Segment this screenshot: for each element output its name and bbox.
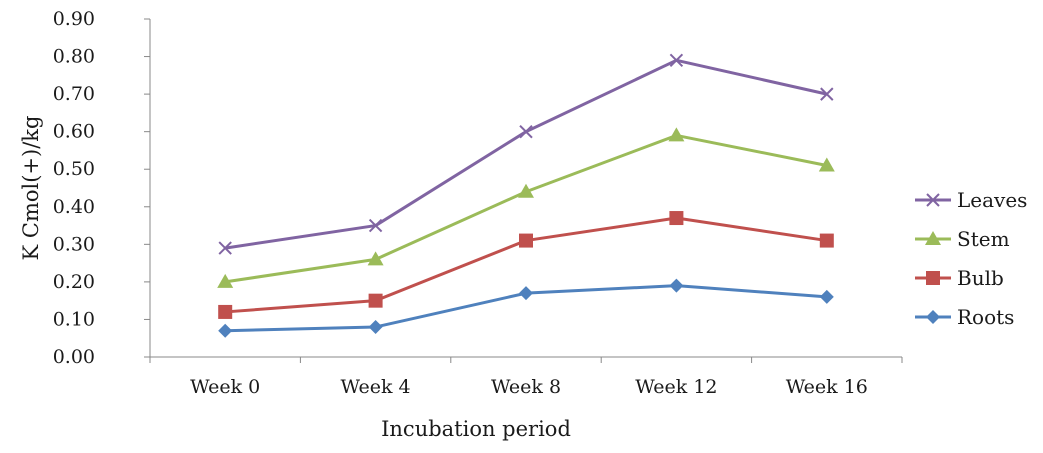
y-tick-label: 0.90 xyxy=(53,8,95,30)
data-point-stem xyxy=(518,183,534,198)
x-tick-label: Week 16 xyxy=(786,376,868,398)
y-tick-label: 0.30 xyxy=(53,233,95,255)
x-tick-label: Week 12 xyxy=(635,376,717,398)
y-tick-label: 0.60 xyxy=(53,121,95,143)
y-tick-label: 0.40 xyxy=(53,196,95,218)
series-stem xyxy=(217,127,835,288)
series-roots xyxy=(218,278,834,338)
data-point-stem xyxy=(367,251,384,266)
x-tick-label: Week 8 xyxy=(491,376,561,398)
x-tick-label: Week 0 xyxy=(190,376,260,398)
legend-item-roots: Roots xyxy=(915,305,1014,329)
data-point-bulb xyxy=(669,211,684,226)
data-point-leaves xyxy=(368,218,383,233)
data-point-roots xyxy=(819,289,834,304)
x-axis-title: Incubation period xyxy=(381,417,571,441)
data-point-leaves xyxy=(669,53,684,68)
y-ticks: 0.00 0.10 0.20 0.30 0.40 0.50 0.60 0.70 0.80 0.90 xyxy=(53,8,150,368)
data-point-bulb xyxy=(368,293,383,308)
legend-label-bulb: Bulb xyxy=(957,266,1004,290)
series-line-stem xyxy=(224,133,828,284)
data-point-roots xyxy=(519,286,533,301)
y-tick-label: 0.80 xyxy=(53,46,95,68)
y-tick-label: 0.00 xyxy=(53,346,95,368)
legend-item-bulb: Bulb xyxy=(915,266,1004,290)
x-tick-label: Week 4 xyxy=(341,376,411,398)
data-point-stem xyxy=(217,273,234,288)
series-leaves xyxy=(218,53,834,255)
legend-marker-leaves xyxy=(926,193,940,207)
series-layer xyxy=(217,53,835,338)
y-tick-label: 0.50 xyxy=(53,158,95,180)
legend-label-stem: Stem xyxy=(957,227,1010,251)
legend-label-leaves: Leaves xyxy=(957,188,1027,212)
data-point-stem xyxy=(818,157,835,172)
data-point-roots xyxy=(669,278,684,293)
legend-marker-bulb xyxy=(926,271,940,285)
legend-item-stem: Stem xyxy=(915,227,1010,251)
data-point-bulb xyxy=(819,233,834,248)
axes xyxy=(149,19,902,358)
data-point-stem xyxy=(668,127,685,142)
data-point-bulb xyxy=(519,233,533,248)
legend-item-leaves: Leaves xyxy=(915,188,1027,212)
series-line-leaves xyxy=(224,58,828,250)
legend: Leaves Stem Bulb Roots xyxy=(915,188,1027,329)
data-point-leaves xyxy=(820,87,834,101)
legend-marker-roots xyxy=(926,310,940,324)
data-point-bulb xyxy=(218,304,233,319)
legend-marker-stem xyxy=(925,231,941,245)
data-point-roots xyxy=(218,323,233,338)
data-point-leaves xyxy=(519,124,533,139)
y-tick-label: 0.10 xyxy=(53,308,95,330)
series-bulb xyxy=(218,211,834,319)
legend-label-roots: Roots xyxy=(957,305,1014,329)
y-tick-label: 0.70 xyxy=(53,83,95,105)
x-ticks: Week 0 Week 4 Week 8 Week 12 Week 16 xyxy=(149,357,903,398)
data-point-roots xyxy=(368,319,383,334)
y-tick-label: 0.20 xyxy=(53,271,95,293)
data-point-leaves xyxy=(218,241,232,255)
y-axis-title: K Cmol(+)/kg xyxy=(19,116,43,261)
